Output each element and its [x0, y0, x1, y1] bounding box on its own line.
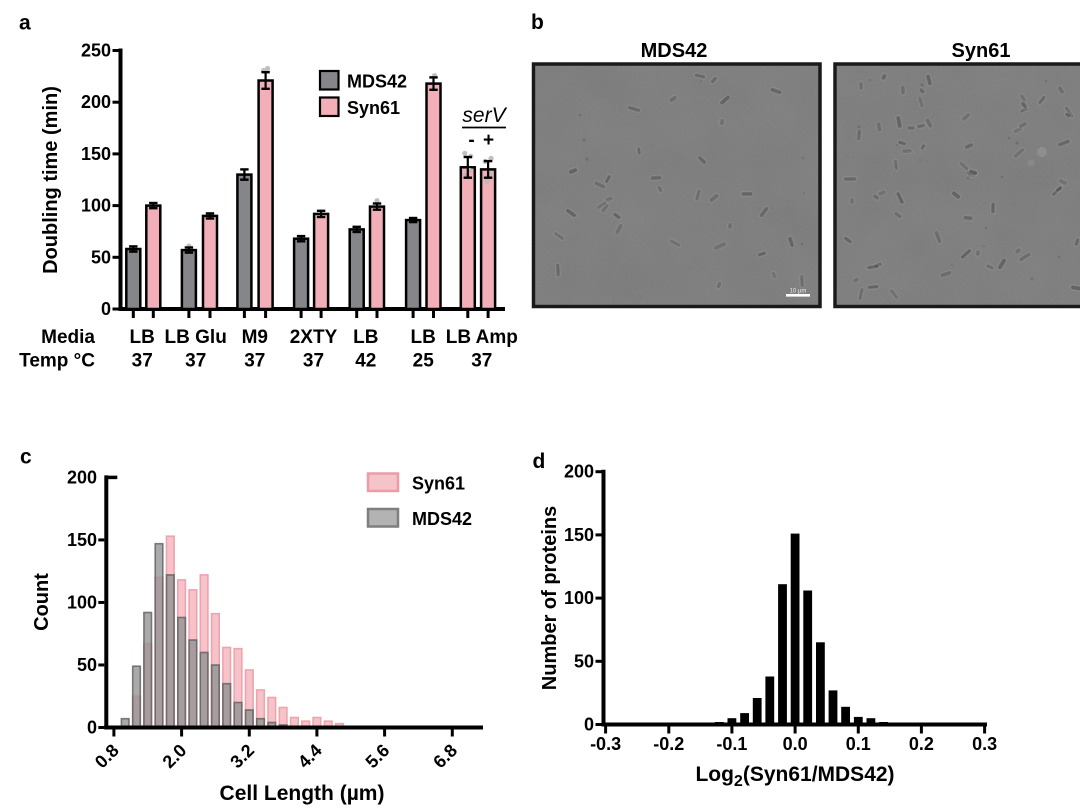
svg-text:-0.3: -0.3 [590, 734, 621, 754]
svg-text:MDS42: MDS42 [347, 72, 407, 92]
svg-text:37: 37 [303, 351, 324, 372]
svg-text:10 µm: 10 µm [790, 289, 807, 295]
svg-text:b: b [531, 11, 544, 34]
svg-text:d: d [533, 450, 546, 473]
svg-text:LB Glu: LB Glu [165, 327, 227, 348]
svg-text:LB: LB [411, 327, 436, 348]
svg-text:0.0: 0.0 [783, 734, 808, 754]
svg-text:37: 37 [471, 351, 492, 372]
svg-text:200: 200 [81, 92, 111, 112]
svg-text:-0.1: -0.1 [716, 734, 747, 754]
svg-text:LB: LB [130, 327, 155, 348]
svg-text:M9: M9 [242, 327, 268, 348]
svg-text:150: 150 [81, 144, 111, 164]
svg-text:a: a [19, 12, 31, 35]
svg-text:MDS42: MDS42 [641, 40, 708, 62]
svg-text:37: 37 [244, 351, 265, 372]
svg-text:Count: Count [31, 573, 53, 631]
svg-text:100: 100 [67, 592, 97, 612]
svg-text:25: 25 [413, 351, 435, 372]
svg-text:Doubling time (min): Doubling time (min) [40, 86, 62, 274]
svg-text:0.1: 0.1 [846, 734, 871, 754]
svg-text:LB: LB [353, 327, 378, 348]
svg-text:0.2: 0.2 [909, 734, 934, 754]
svg-text:0: 0 [584, 715, 594, 735]
svg-text:-: - [468, 130, 474, 151]
svg-text:100: 100 [564, 588, 594, 608]
svg-text:Log2(Syn61/MDS42): Log2(Syn61/MDS42) [695, 763, 894, 790]
svg-text:LB Amp: LB Amp [446, 327, 518, 348]
svg-text:-0.2: -0.2 [653, 734, 684, 754]
svg-text:Syn61: Syn61 [412, 474, 465, 494]
svg-text:150: 150 [67, 530, 97, 550]
svg-text:0: 0 [101, 299, 111, 319]
svg-text:Syn61: Syn61 [952, 40, 1011, 62]
svg-text:Media: Media [41, 327, 95, 348]
svg-text:37: 37 [132, 351, 153, 372]
svg-text:150: 150 [564, 525, 594, 545]
svg-text:50: 50 [91, 247, 111, 267]
svg-text:c: c [20, 446, 32, 469]
svg-text:0: 0 [87, 718, 97, 738]
svg-text:2XTY: 2XTY [290, 327, 338, 348]
svg-text:serV: serV [462, 104, 507, 127]
svg-text:50: 50 [77, 655, 97, 675]
svg-text:Syn61: Syn61 [347, 98, 400, 118]
svg-text:Temp °C: Temp °C [19, 351, 95, 372]
svg-text:37: 37 [185, 351, 206, 372]
svg-text:200: 200 [67, 467, 97, 487]
svg-text:50: 50 [574, 651, 594, 671]
svg-text:Cell Length (µm): Cell Length (µm) [220, 782, 385, 805]
svg-text:250: 250 [81, 41, 111, 61]
svg-text:42: 42 [355, 351, 376, 372]
svg-text:0.3: 0.3 [972, 734, 997, 754]
svg-text:Number of proteins: Number of proteins [539, 506, 561, 690]
svg-text:100: 100 [81, 196, 111, 216]
svg-text:+: + [483, 130, 494, 151]
svg-text:MDS42: MDS42 [412, 509, 472, 529]
svg-text:200: 200 [564, 462, 594, 482]
